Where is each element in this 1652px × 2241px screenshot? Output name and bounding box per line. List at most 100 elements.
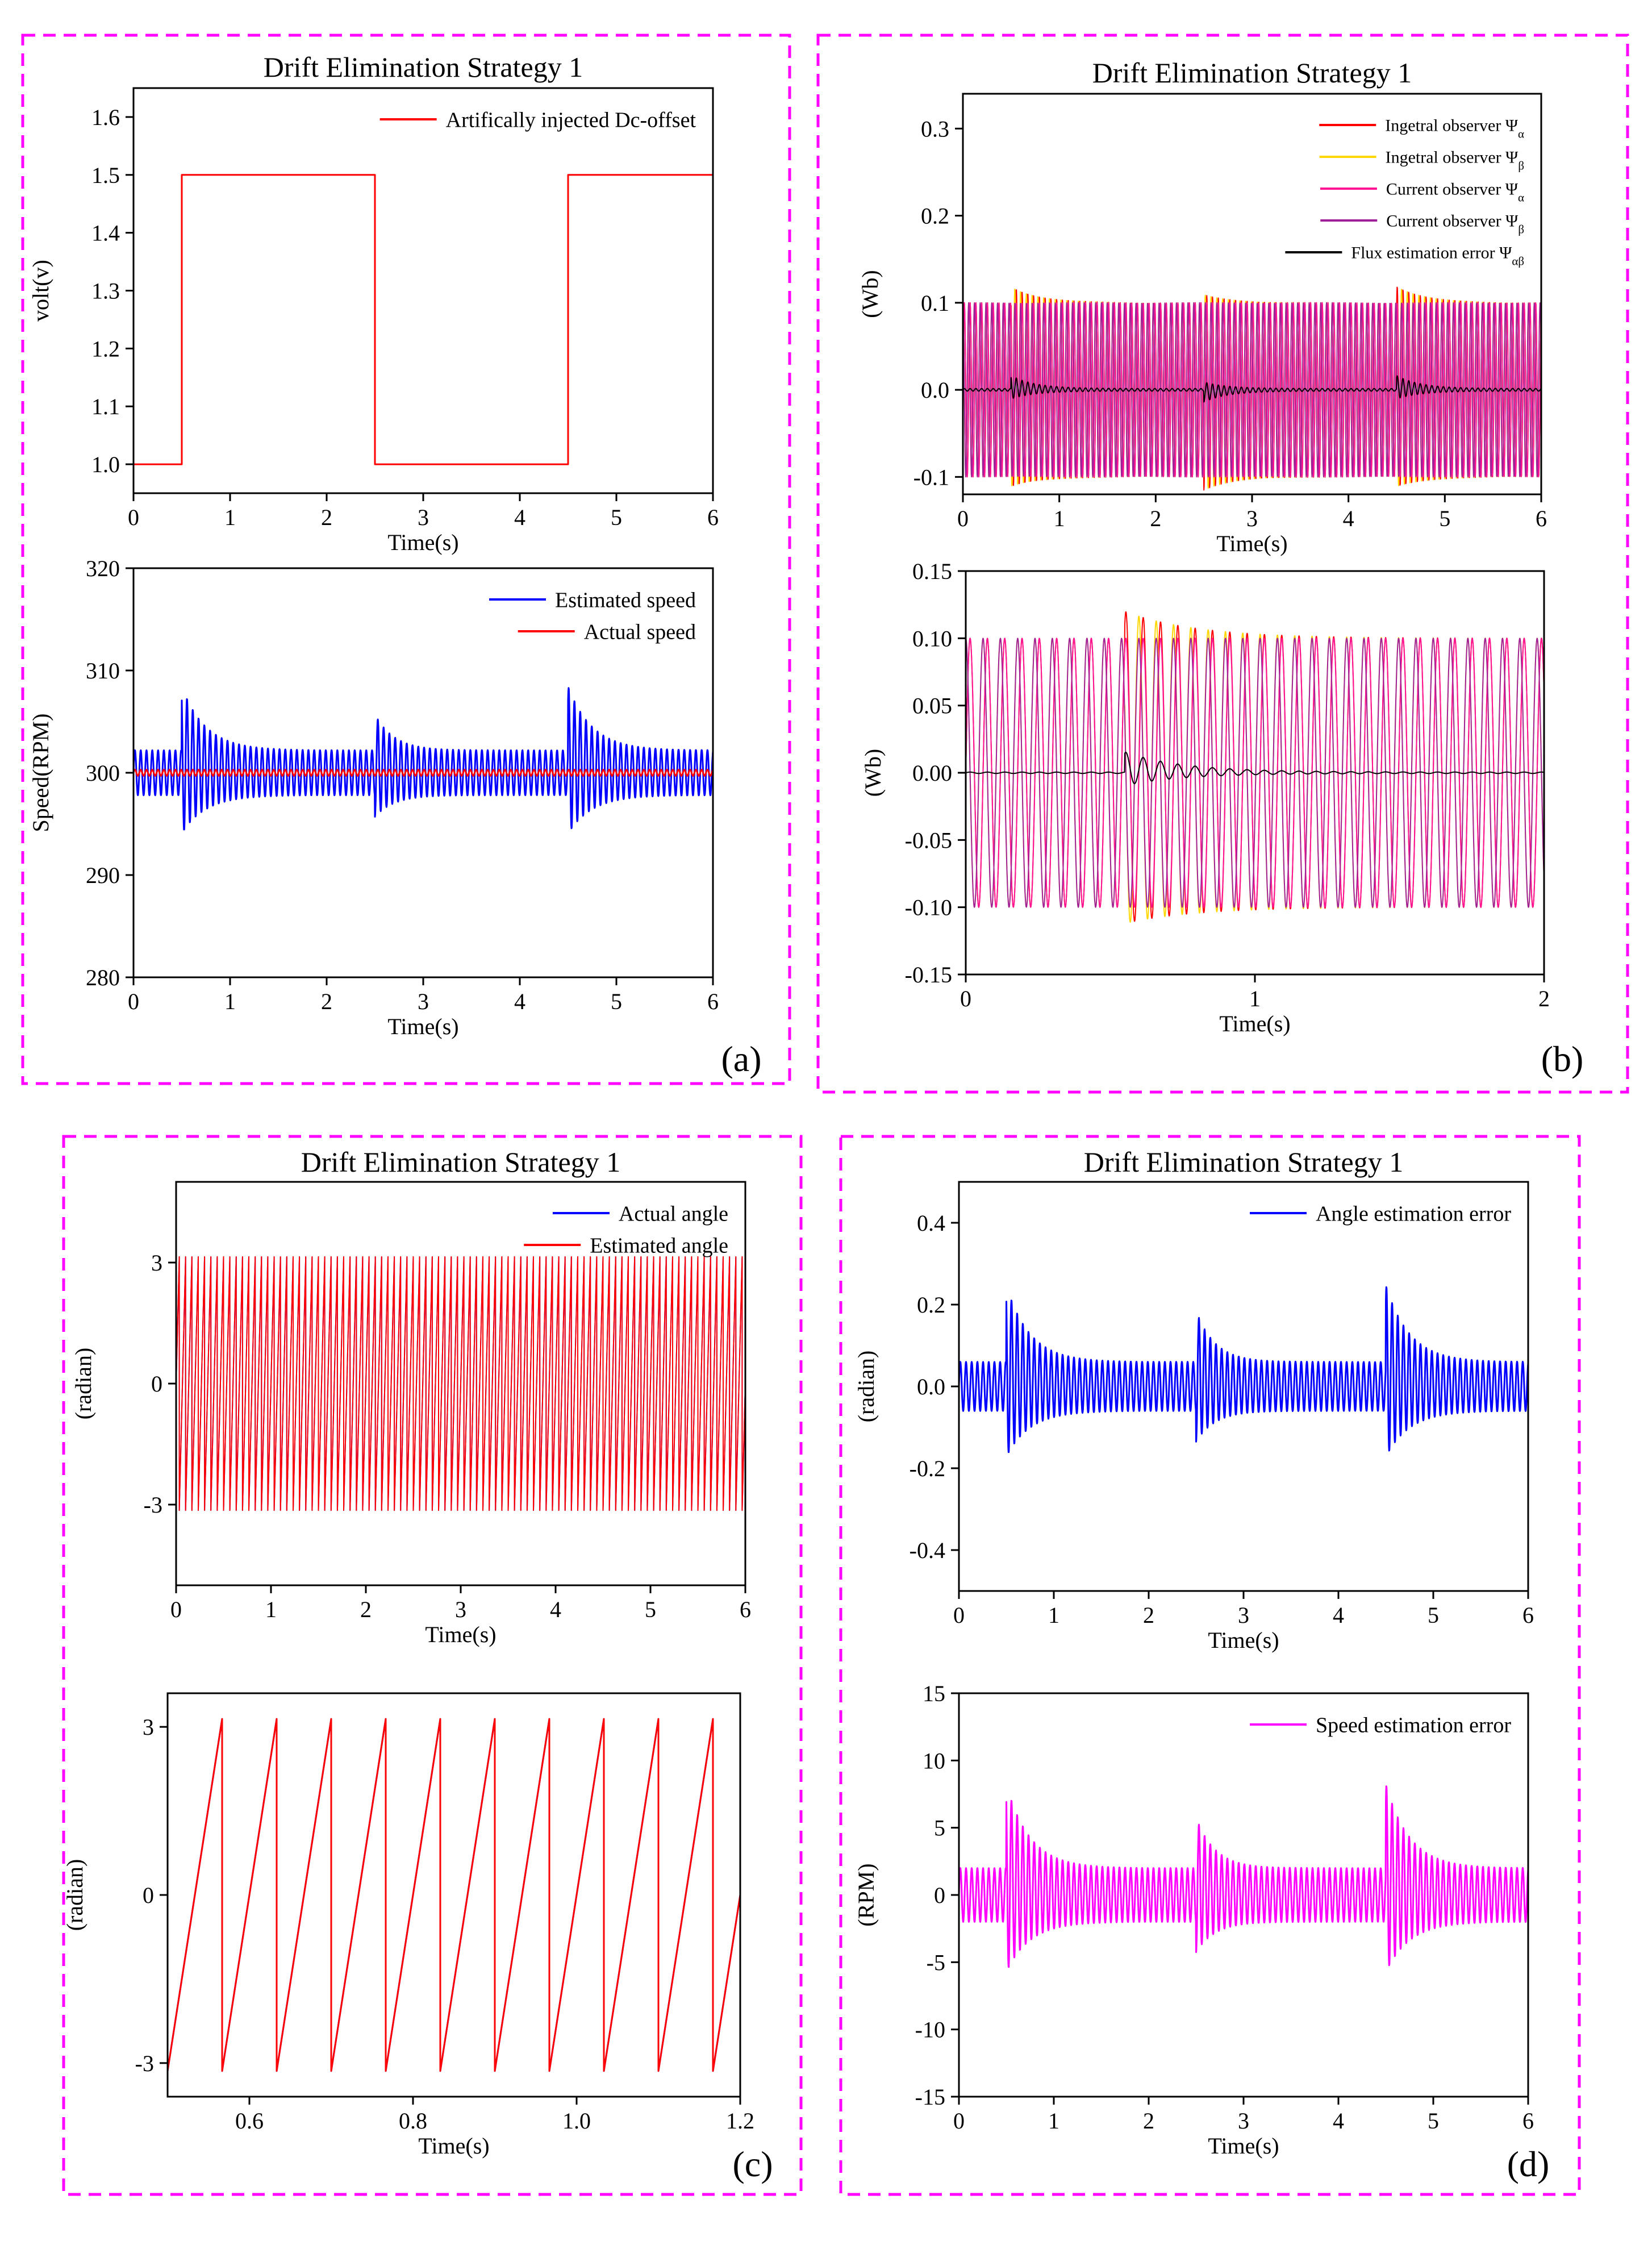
legend-label: Artifically injected Dc-offset xyxy=(446,108,696,132)
chart-c_bottom: 0.6 0.8 1.0 1.2 -3 0 3 Time(s) (radian) xyxy=(62,1692,754,2159)
y-tick-label: -0.2 xyxy=(910,1456,945,1481)
x-tick-label: 4 xyxy=(1333,2108,1344,2134)
series-line-artifically-injected-dc-offset xyxy=(134,174,713,465)
x-axis-label: Time(s) xyxy=(387,530,458,555)
chart-d_bottom: 0 1 2 3 4 5 6 -15 -10 -5 0 5 10 15 Time(s) (RPM) Speed e… xyxy=(853,1681,1534,2159)
x-tick-label: 4 xyxy=(514,989,525,1014)
y-tick-label: 0.3 xyxy=(921,116,949,141)
legend-item: Actual angle xyxy=(552,1202,728,1226)
legend-label: Estimated angle xyxy=(590,1234,728,1257)
y-tick-label: 320 xyxy=(86,556,120,581)
x-tick-label: 2 xyxy=(321,989,332,1014)
plot-area xyxy=(966,611,1544,923)
plot-area xyxy=(176,1256,745,1511)
y-axis-label: volt(v) xyxy=(28,260,53,322)
x-tick-label: 4 xyxy=(1333,1602,1344,1628)
y-tick-label: 0.1 xyxy=(921,290,949,316)
plots-layer: Drift Elimination Strategy 1 0 1 2 3 4 5 6 1.0 1.… xyxy=(28,51,1550,2159)
y-tick-label: -0.10 xyxy=(905,895,952,920)
y-tick-label: 1.0 xyxy=(91,452,120,477)
x-tick-label: 5 xyxy=(1428,1602,1439,1628)
series-line-current-observer- xyxy=(963,302,1541,478)
y-axis-label: (RPM) xyxy=(853,1863,879,1926)
panel-d-border xyxy=(839,1135,1581,2196)
chart-b_bottom: 0 1 2 -0.15 -0.10 -0.05 0.00 0.05 0.10 0.15 Time(s… xyxy=(860,559,1550,1036)
x-tick-label: 6 xyxy=(1536,506,1547,531)
y-tick-label: 1.5 xyxy=(91,163,120,188)
x-tick-label: 0 xyxy=(128,505,139,530)
legend-item: Actual speed xyxy=(518,620,696,644)
x-tick-label: 2 xyxy=(1150,506,1161,531)
panel-label-c: (c) xyxy=(732,2144,773,2184)
legend-item: Estimated speed xyxy=(489,588,696,612)
x-tick-label: 4 xyxy=(514,505,525,530)
y-tick-label: -5 xyxy=(927,1950,945,1975)
y-tick-label: -0.4 xyxy=(910,1538,945,1563)
x-tick-label: 0 xyxy=(170,1597,182,1622)
series-line-actual-angle xyxy=(168,1718,740,2072)
x-tick-label: 1 xyxy=(1048,2108,1059,2134)
series-line-actual-speed xyxy=(134,769,713,777)
y-tick-label: 0.4 xyxy=(917,1210,945,1236)
legend-label: Estimated speed xyxy=(555,588,696,612)
legend-label: Current observer Ψβ xyxy=(1386,212,1524,236)
x-axis-label: Time(s) xyxy=(1208,1627,1279,1653)
series-line-current-observer- xyxy=(966,638,1544,908)
x-tick-label: 3 xyxy=(418,505,429,530)
legend-label: Actual angle xyxy=(619,1202,728,1226)
chart-title: Drift Elimination Strategy 1 xyxy=(1084,1146,1403,1178)
y-tick-label: 0.15 xyxy=(912,559,952,584)
x-tick-label: 4 xyxy=(550,1597,561,1622)
y-tick-label: 1.2 xyxy=(91,336,120,361)
x-tick-label: 6 xyxy=(1522,2108,1534,2134)
y-tick-label: 1.4 xyxy=(91,220,120,246)
plot-area xyxy=(134,174,713,465)
x-tick-label: 2 xyxy=(1538,986,1550,1011)
x-tick-label: 5 xyxy=(1428,2108,1439,2134)
x-tick-label: 1 xyxy=(1249,986,1261,1011)
x-axis-label: Time(s) xyxy=(418,2133,489,2159)
panel-label-d: (d) xyxy=(1507,2144,1550,2184)
x-tick-label: 1 xyxy=(1054,506,1065,531)
series-line-flux-estimation-error- xyxy=(966,752,1544,785)
x-tick-label: 1 xyxy=(1048,1602,1059,1628)
legend-item: Current observer Ψβ xyxy=(1320,212,1524,236)
chart-a_top: Drift Elimination Strategy 1 0 1 2 3 4 5 6 1.0 1.… xyxy=(28,51,719,555)
y-tick-label: 0.2 xyxy=(917,1292,945,1318)
plot-area xyxy=(963,286,1541,491)
panel-label-b: (b) xyxy=(1541,1039,1584,1079)
plot-area xyxy=(134,687,713,831)
x-tick-label: 5 xyxy=(611,505,622,530)
y-tick-label: -3 xyxy=(135,2051,154,2076)
legend-item: Ingetral observer Ψα xyxy=(1319,116,1524,141)
legend-item: Artifically injected Dc-offset xyxy=(379,108,696,132)
x-tick-label: 6 xyxy=(707,989,719,1014)
x-tick-label: 3 xyxy=(455,1597,466,1622)
chart-a_bottom: 0 1 2 3 4 5 6 280 290 300 310 320 Time(s) Speed(RPM) E… xyxy=(28,556,719,1039)
legend-label: Ingetral observer Ψβ xyxy=(1386,148,1524,173)
chart-d_top: Drift Elimination Strategy 1 0 1 2 3 4 5 6 -0.4 -… xyxy=(853,1146,1534,1653)
x-axis-label: Time(s) xyxy=(387,1014,458,1039)
x-tick-label: 6 xyxy=(707,505,719,530)
y-tick-label: 0 xyxy=(151,1371,162,1397)
panel-c-border xyxy=(62,1135,803,2196)
x-tick-label: 3 xyxy=(1238,1602,1249,1628)
panel-b-border xyxy=(816,34,1629,1094)
series-line-estimated-angle xyxy=(168,1718,740,2072)
y-axis-label: (Wb) xyxy=(857,270,883,318)
chart-b_top: Drift Elimination Strategy 1 0 1 2 3 4 5 6 -0.1 0… xyxy=(857,57,1547,556)
y-tick-label: 0 xyxy=(934,1882,945,1908)
y-tick-label: 0.0 xyxy=(921,377,949,403)
x-tick-label: 0 xyxy=(128,989,139,1014)
y-tick-label: 0 xyxy=(143,1882,154,1908)
y-tick-label: 15 xyxy=(923,1681,945,1706)
x-tick-label: 2 xyxy=(360,1597,372,1622)
series-line-speed-estimation-error xyxy=(959,1785,1528,1968)
x-tick-label: 5 xyxy=(1439,506,1450,531)
series-line-estimated-angle xyxy=(176,1256,745,1511)
legend-label: Flux estimation error Ψαβ xyxy=(1351,244,1524,268)
panel-a-border xyxy=(21,34,791,1085)
x-tick-label: 4 xyxy=(1343,506,1354,531)
x-tick-label: 1.2 xyxy=(726,2108,754,2134)
